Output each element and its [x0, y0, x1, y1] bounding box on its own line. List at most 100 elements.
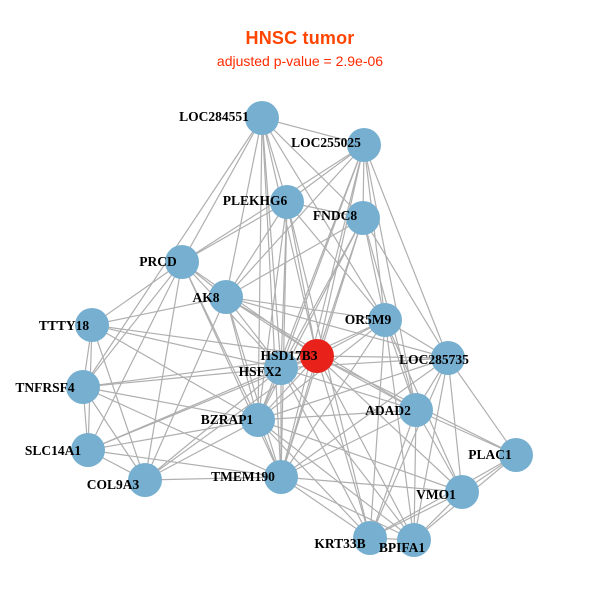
network-edge	[261, 117, 318, 357]
network-node[interactable]	[431, 341, 465, 375]
network-node[interactable]	[264, 351, 298, 385]
node-label-layer: LOC284551 LOC255025 PLEKHG6 FNDC8 PRCD AK8 TTT…	[15, 109, 512, 555]
network-edge	[87, 419, 259, 451]
network-node[interactable]	[245, 101, 279, 135]
network-edge	[286, 201, 386, 321]
network-node[interactable]	[499, 438, 533, 472]
network-node-label: VMO1	[416, 487, 456, 502]
network-edge	[257, 409, 417, 421]
network-edge	[181, 117, 263, 263]
network-node[interactable]	[241, 403, 275, 437]
network-edge	[280, 476, 371, 539]
network-node-label: LOC285735	[399, 352, 469, 367]
network-node-label: BZRAP1	[201, 412, 254, 427]
network-edge	[87, 449, 282, 478]
network-edge	[369, 454, 517, 539]
network-edge	[280, 367, 371, 539]
network-edge	[316, 355, 449, 359]
network-edge	[87, 367, 282, 451]
network-edge	[225, 296, 318, 357]
network-edge	[91, 296, 227, 326]
network-node[interactable]	[346, 201, 380, 235]
network-edge	[225, 144, 365, 298]
network-node-label: TTTY18	[39, 318, 90, 333]
network-node[interactable]	[368, 303, 402, 337]
network-edge	[363, 144, 449, 359]
network-node-label: LOC255025	[291, 135, 361, 150]
network-node-label: PRCD	[139, 254, 177, 269]
network-node[interactable]	[347, 128, 381, 162]
network-node-label: TNFRSF4	[15, 380, 75, 395]
network-node-label: BPIFA1	[379, 540, 425, 555]
network-edge	[363, 144, 386, 321]
network-edge	[225, 117, 263, 298]
network-node-label: ADAD2	[365, 403, 411, 418]
network-node[interactable]	[397, 523, 431, 557]
network-edge	[261, 117, 364, 219]
network-node[interactable]	[165, 245, 199, 279]
network-node-label: TMEM190	[211, 469, 275, 484]
network-node-label: PLAC1	[468, 447, 512, 462]
network-node-label: COL9A3	[87, 477, 140, 492]
network-edge	[91, 324, 318, 357]
network-node-label: FNDC8	[313, 208, 357, 223]
network-node-label: HSFX2	[239, 364, 282, 379]
network-edge	[447, 357, 463, 493]
network-edge	[280, 409, 417, 478]
network-edge	[280, 367, 417, 411]
network-edge	[181, 201, 288, 263]
network-edge	[286, 201, 371, 539]
network-node-label: SLC14A1	[25, 443, 82, 458]
network-edge	[363, 144, 417, 411]
network-edge	[280, 367, 415, 541]
network-edge	[280, 357, 449, 478]
network-edge	[225, 217, 364, 298]
network-edge	[257, 419, 371, 539]
network-node-label: HSD17B3	[260, 348, 317, 363]
network-node-label: LOC284551	[179, 109, 249, 124]
network-node[interactable]	[300, 339, 334, 373]
network-edge	[181, 261, 282, 478]
network-edge	[261, 117, 282, 478]
network-edge	[415, 409, 517, 456]
network-edge	[91, 261, 183, 326]
network-edge	[82, 367, 282, 388]
network-node[interactable]	[353, 521, 387, 555]
network-edge	[257, 419, 415, 541]
network-node[interactable]	[399, 393, 433, 427]
network-node[interactable]	[66, 370, 100, 404]
network-node[interactable]	[71, 433, 105, 467]
network-node-label: OR5M9	[345, 312, 392, 327]
network-edge	[280, 355, 318, 478]
network-edge	[261, 117, 282, 369]
network-node[interactable]	[264, 460, 298, 494]
network-edge	[82, 386, 259, 421]
network-edge	[362, 217, 386, 321]
network-edge	[316, 355, 415, 541]
network-edge	[280, 476, 463, 493]
network-edge	[280, 319, 386, 369]
network-edge	[257, 357, 449, 421]
network-edge	[144, 296, 227, 481]
network-edge	[225, 296, 259, 421]
network-edge	[369, 357, 449, 539]
network-edge	[261, 117, 386, 321]
network-edge	[82, 386, 282, 478]
network-edge	[280, 476, 415, 541]
network-node-label: AK8	[193, 290, 220, 305]
network-node[interactable]	[128, 463, 162, 497]
network-edge	[369, 409, 417, 539]
network-edge	[91, 324, 282, 369]
network-edge	[91, 324, 259, 421]
network-edge	[144, 261, 183, 481]
network-node[interactable]	[270, 185, 304, 219]
network-node[interactable]	[75, 308, 109, 342]
network-edge	[316, 144, 365, 357]
network-node[interactable]	[209, 280, 243, 314]
network-edge	[225, 296, 282, 478]
network-edge	[181, 261, 318, 357]
network-node-label: KRT33B	[314, 536, 365, 551]
edge-layer	[82, 117, 517, 541]
network-node[interactable]	[445, 475, 479, 509]
